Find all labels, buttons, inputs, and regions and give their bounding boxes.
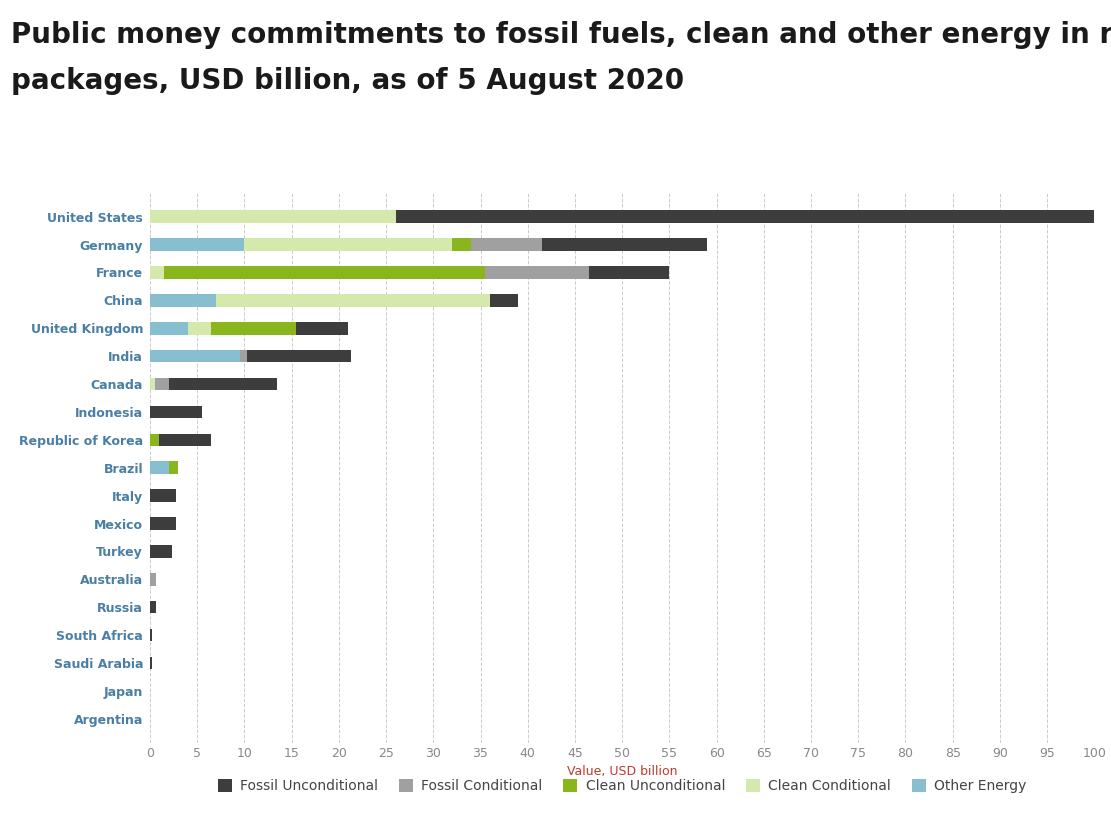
Bar <box>211 322 297 335</box>
Bar <box>150 378 154 390</box>
Legend: Fossil Unconditional, Fossil Conditional, Clean Unconditional, Clean Conditional: Fossil Unconditional, Fossil Conditional… <box>212 774 1032 799</box>
Bar <box>164 266 486 279</box>
Text: Public money commitments to fossil fuels, clean and other energy in recovery: Public money commitments to fossil fuels… <box>11 21 1111 49</box>
Bar <box>160 434 211 446</box>
Bar <box>188 322 211 335</box>
Bar <box>240 350 248 362</box>
Bar <box>150 266 164 279</box>
Bar <box>150 322 188 335</box>
Bar <box>150 434 160 446</box>
Bar <box>150 406 202 418</box>
Bar <box>150 518 177 529</box>
Bar <box>248 350 351 362</box>
Bar <box>396 211 1094 223</box>
X-axis label: Value, USD billion: Value, USD billion <box>567 765 678 779</box>
Bar <box>150 211 396 223</box>
Bar <box>471 238 542 251</box>
Bar <box>150 629 152 641</box>
Text: packages, USD billion, as of 5 August 2020: packages, USD billion, as of 5 August 20… <box>11 67 684 95</box>
Bar <box>150 601 157 613</box>
Bar <box>150 545 172 558</box>
Bar <box>154 378 169 390</box>
Bar <box>150 657 152 670</box>
Bar <box>150 573 156 586</box>
Bar <box>169 461 178 474</box>
Bar <box>297 322 349 335</box>
Bar <box>486 266 589 279</box>
Bar <box>244 238 452 251</box>
Bar <box>169 378 278 390</box>
Bar <box>542 238 708 251</box>
Bar <box>150 489 177 502</box>
Bar <box>490 294 518 306</box>
Bar <box>150 350 240 362</box>
Bar <box>216 294 490 306</box>
Bar <box>150 461 169 474</box>
Bar <box>589 266 669 279</box>
Bar <box>452 238 471 251</box>
Bar <box>150 238 244 251</box>
Bar <box>150 294 216 306</box>
